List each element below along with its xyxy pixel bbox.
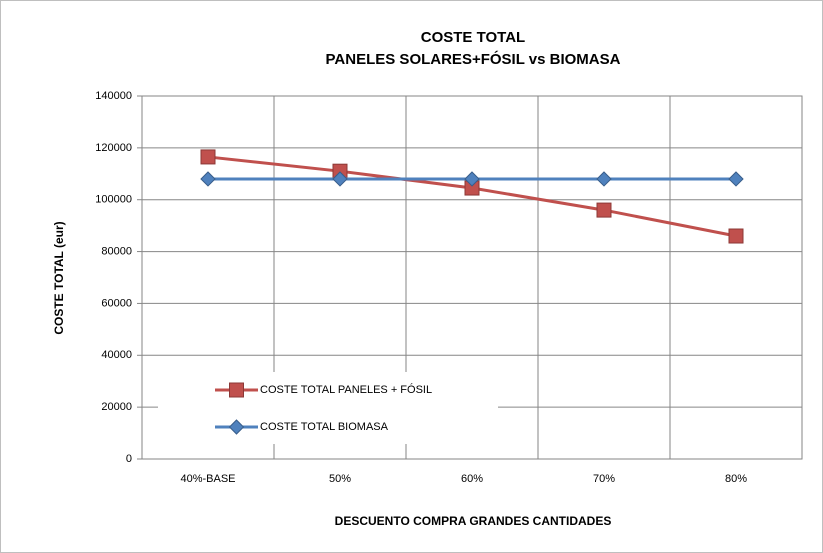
y-tick-label: 120000	[95, 142, 132, 154]
x-tick-label: 70%	[593, 473, 615, 485]
x-tick-label: 60%	[461, 473, 483, 485]
marker	[332, 171, 348, 187]
x-tick-label: 50%	[329, 473, 351, 485]
marker	[728, 171, 744, 187]
chart-title: PANELES SOLARES+FÓSIL vs BIOMASA	[326, 50, 621, 68]
y-tick-label: 60000	[101, 297, 132, 309]
x-tick-label: 80%	[725, 473, 747, 485]
marker	[596, 171, 612, 187]
marker	[229, 382, 244, 398]
legend-label: COSTE TOTAL PANELES + FÓSIL	[260, 383, 432, 396]
marker	[200, 149, 216, 165]
legend-box	[158, 372, 498, 444]
legend-label: COSTE TOTAL BIOMASA	[260, 421, 389, 433]
y-tick-label: 140000	[95, 90, 132, 102]
x-tick-label: 40%-BASE	[180, 473, 235, 485]
marker	[200, 171, 216, 187]
y-tick-label: 40000	[101, 349, 132, 361]
x-axis-title: DESCUENTO COMPRA GRANDES CANTIDADES	[335, 514, 612, 528]
marker	[728, 228, 744, 244]
marker	[464, 171, 480, 187]
y-axis-title: COSTE TOTAL (eur)	[52, 221, 66, 334]
marker	[228, 419, 245, 435]
marker	[596, 202, 612, 218]
y-tick-label: 20000	[101, 401, 132, 413]
y-tick-label: 80000	[101, 245, 132, 257]
y-tick-label: 100000	[95, 194, 132, 206]
chart-title: COSTE TOTAL	[421, 29, 525, 46]
y-tick-label: 0	[126, 453, 132, 465]
